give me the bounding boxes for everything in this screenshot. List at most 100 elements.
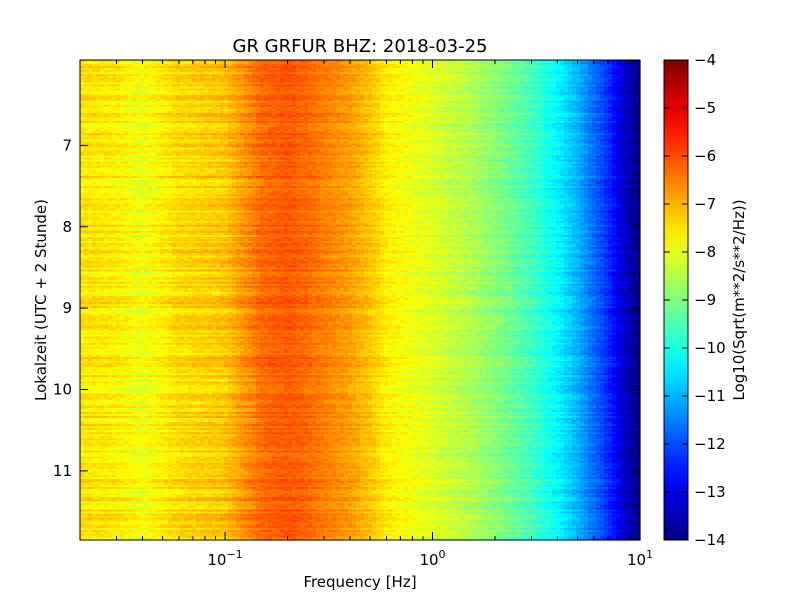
heatmap-cell [284,94,289,98]
heatmap-cell [476,86,481,90]
heatmap-cell [100,82,105,85]
heatmap-cell [180,78,185,81]
heatmap-cell [636,68,641,71]
heatmap-cell [536,100,541,104]
heatmap-cell [96,76,101,79]
heatmap-cell [464,64,469,67]
heatmap-cell [448,76,453,79]
heatmap-cell [472,80,477,83]
heatmap-cell [168,98,173,102]
heatmap-cell [112,88,117,92]
heatmap-cell [156,86,161,90]
heatmap-cell [512,90,517,94]
heatmap-cell [528,78,533,81]
heatmap-cell [272,74,277,77]
heatmap-cell [632,94,637,98]
heatmap-cell [420,92,425,96]
heatmap-cell [308,72,313,75]
heatmap-cell [108,90,113,94]
heatmap-cell [456,90,461,94]
heatmap-cell [564,82,569,85]
heatmap-cell [400,86,405,90]
heatmap-cell [204,94,209,98]
heatmap-cell [156,78,161,81]
heatmap-cell [368,82,373,85]
heatmap-cell [428,76,433,79]
heatmap-cell [560,92,565,96]
heatmap-cell [560,68,565,71]
heatmap-cell [588,98,593,102]
heatmap-cell [416,62,421,65]
heatmap-cell [236,64,241,67]
heatmap-cell [460,74,465,77]
heatmap-cell [344,76,349,79]
heatmap-cell [180,90,185,94]
heatmap-cell [356,86,361,90]
heatmap-cell [320,68,325,71]
heatmap-cell [584,68,589,71]
heatmap-cell [476,98,481,102]
heatmap-cell [556,84,561,88]
heatmap-cell [392,100,397,104]
heatmap-cell [364,84,369,88]
heatmap-cell [204,90,209,94]
heatmap-cell [196,62,201,65]
heatmap-cell [340,88,345,92]
heatmap-cell [628,64,633,67]
heatmap-cell [372,104,377,108]
heatmap-cell [188,72,193,75]
heatmap-cell [180,76,185,79]
heatmap-cell [540,72,545,75]
heatmap-cell [316,80,321,83]
heatmap-cell [468,100,473,104]
heatmap-cell [200,64,205,67]
heatmap-cell [356,78,361,81]
heatmap-cell [552,76,557,79]
heatmap-cell [448,90,453,94]
heatmap-cell [188,68,193,71]
heatmap-cell [320,78,325,81]
heatmap-cell [212,62,217,65]
heatmap-cell [176,104,181,108]
heatmap-cell [104,92,109,96]
heatmap-cell [352,78,357,81]
heatmap-cell [440,104,445,108]
heatmap-cell [268,70,273,73]
heatmap-cell [308,62,313,65]
heatmap-cell [124,96,129,100]
heatmap-cell [104,96,109,100]
heatmap-cell [484,92,489,96]
heatmap-cell [384,64,389,67]
heatmap-cell [212,82,217,85]
heatmap-cell [628,98,633,102]
heatmap-cell [148,64,153,67]
heatmap-cell [528,68,533,71]
heatmap-cell [308,60,313,63]
heatmap-cell [532,88,537,92]
heatmap-cell [476,92,481,96]
heatmap-cell [88,70,93,73]
heatmap-cell [196,72,201,75]
heatmap-cell [292,96,297,100]
heatmap-cell [124,94,129,98]
heatmap-cell [576,92,581,96]
heatmap-cell [636,60,641,63]
heatmap-cell [324,80,329,83]
heatmap-cell [272,102,277,106]
heatmap-cell [80,60,85,63]
heatmap-cell [492,76,497,79]
heatmap-cell [488,78,493,81]
heatmap-cell [364,92,369,96]
heatmap-cell [292,104,297,108]
heatmap-cell [96,86,101,90]
heatmap-cell [84,102,89,106]
heatmap-cell [620,66,625,69]
heatmap-cell [380,84,385,88]
heatmap-cell [208,70,213,73]
heatmap-cell [296,100,301,104]
heatmap-cell [624,94,629,98]
heatmap-cell [520,62,525,65]
heatmap-cell [128,100,133,104]
heatmap-cell [112,86,117,90]
heatmap-cell [576,82,581,85]
